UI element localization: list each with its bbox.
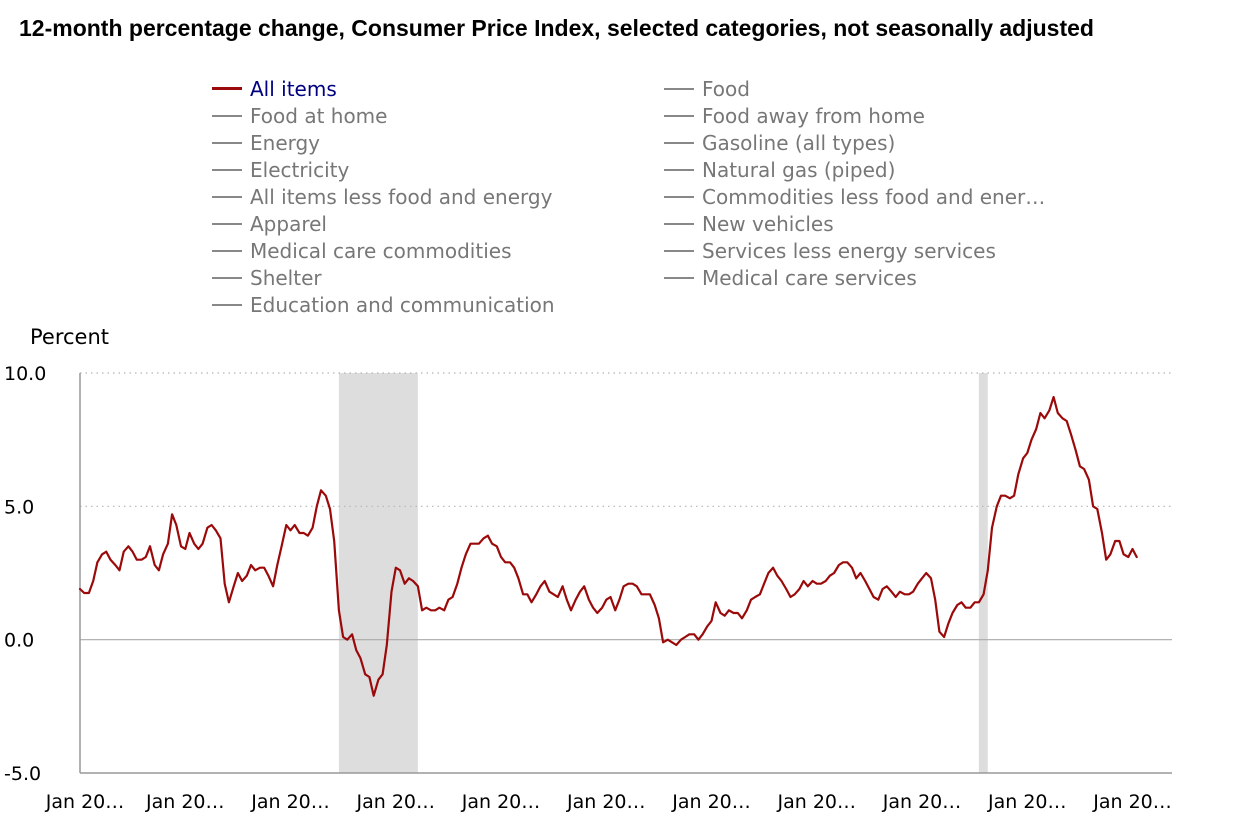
recession-band — [978, 373, 988, 773]
legend-swatch — [212, 195, 242, 198]
legend-label: Food away from home — [702, 104, 925, 128]
legend-label: All items less food and energy — [250, 185, 553, 209]
legend-item[interactable]: Commodities less food and ener… — [664, 184, 1045, 211]
legend-label: Energy — [250, 131, 321, 155]
legend: All items Food Food at home Food away from … — [212, 76, 1112, 326]
x-tick-label: Jan 20… — [356, 791, 436, 813]
legend-swatch — [664, 222, 694, 225]
legend-item[interactable]: Natural gas (piped) — [664, 157, 895, 184]
legend-swatch — [212, 249, 242, 252]
legend-item[interactable]: All items less food and energy — [212, 184, 552, 211]
legend-item[interactable]: Medical care services — [664, 265, 917, 292]
x-tick-label: Jan 20… — [145, 791, 225, 813]
legend-label: Medical care services — [702, 266, 917, 290]
legend-swatch — [212, 87, 242, 90]
legend-swatch — [664, 141, 694, 144]
x-tick-label: Jan 20… — [882, 791, 962, 813]
legend-swatch — [664, 114, 694, 117]
legend-item[interactable]: Services less energy services — [664, 238, 996, 265]
x-tick-label: Jan 20… — [671, 791, 751, 813]
legend-swatch — [212, 168, 242, 171]
legend-item[interactable]: Food at home — [212, 103, 387, 130]
legend-item[interactable]: Energy — [212, 130, 320, 157]
legend-item[interactable]: Electricity — [212, 157, 349, 184]
legend-label: Services less energy services — [702, 239, 996, 263]
legend-item[interactable]: All items — [212, 76, 337, 103]
y-axis-label: Percent — [30, 325, 110, 349]
legend-item[interactable]: Shelter — [212, 265, 322, 292]
series-line-0 — [78, 395, 1138, 697]
y-tick-label: 10.0 — [4, 363, 46, 385]
legend-label: All items — [250, 77, 337, 101]
x-tick-label: Jan 20… — [1092, 791, 1172, 813]
legend-swatch — [664, 87, 694, 90]
legend-swatch — [212, 276, 242, 279]
legend-item[interactable]: Medical care commodities — [212, 238, 511, 265]
y-tick-label: 0.0 — [4, 630, 34, 652]
legend-label: Gasoline (all types) — [702, 131, 896, 155]
legend-swatch — [664, 249, 694, 252]
legend-label: Food — [702, 77, 750, 101]
legend-item[interactable]: Food — [664, 76, 750, 103]
legend-item[interactable]: Gasoline (all types) — [664, 130, 895, 157]
legend-label: New vehicles — [702, 212, 834, 236]
x-tick-label: Jan 20… — [461, 791, 541, 813]
y-tick-label: 5.0 — [4, 496, 34, 518]
legend-label: Apparel — [250, 212, 327, 236]
x-tick-label: Jan 20… — [250, 791, 330, 813]
legend-label: Commodities less food and ener… — [702, 185, 1046, 209]
legend-swatch — [212, 303, 242, 306]
legend-swatch — [664, 168, 694, 171]
legend-label: Electricity — [250, 158, 350, 182]
legend-label: Food at home — [250, 104, 388, 128]
legend-item[interactable]: New vehicles — [664, 211, 834, 238]
x-tick-label: Jan 20… — [45, 791, 125, 813]
legend-swatch — [664, 195, 694, 198]
legend-label: Education and communication — [250, 293, 555, 317]
chart-title: 12-month percentage change, Consumer Pri… — [19, 15, 1094, 41]
recession-band — [338, 373, 418, 773]
legend-item[interactable]: Food away from home — [664, 103, 925, 130]
legend-label: Medical care commodities — [250, 239, 512, 263]
x-tick-label: Jan 20… — [777, 791, 857, 813]
legend-label: Natural gas (piped) — [702, 158, 896, 182]
x-tick-label: Jan 20… — [987, 791, 1067, 813]
legend-swatch — [664, 276, 694, 279]
y-tick-label: -5.0 — [4, 763, 41, 785]
x-tick-label: Jan 20… — [566, 791, 646, 813]
legend-label: Shelter — [250, 266, 322, 290]
legend-swatch — [212, 222, 242, 225]
legend-swatch — [212, 141, 242, 144]
legend-item[interactable]: Apparel — [212, 211, 327, 238]
legend-item[interactable]: Education and communication — [212, 292, 555, 319]
legend-swatch — [212, 114, 242, 117]
